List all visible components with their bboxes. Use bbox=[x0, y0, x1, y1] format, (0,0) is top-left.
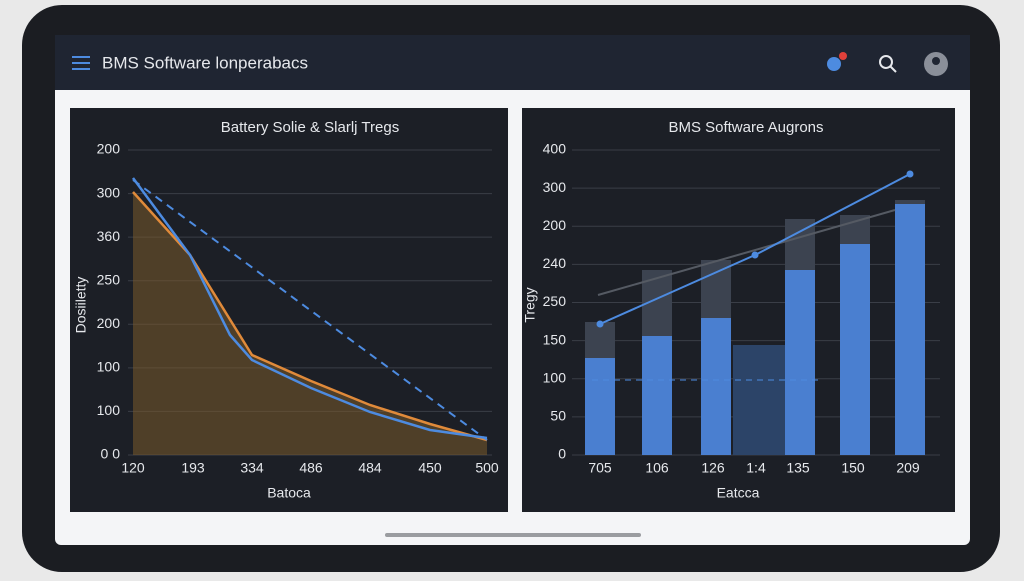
x-tick-label: 486 bbox=[299, 460, 323, 476]
y-tick-label: 100 bbox=[543, 369, 567, 385]
y-tick-label: 250 bbox=[97, 271, 121, 287]
y-tick-label: 0 bbox=[558, 446, 566, 462]
trend-line bbox=[597, 209, 896, 296]
menu-icon[interactable] bbox=[72, 56, 90, 70]
x-tick-label: 126 bbox=[701, 460, 725, 476]
dashed-line bbox=[132, 179, 488, 441]
x-tick-label: 484 bbox=[358, 460, 382, 476]
x-tick-label: 150 bbox=[841, 460, 865, 476]
y-tick-label: 150 bbox=[543, 331, 567, 347]
y-axis-label: Tregy bbox=[522, 287, 538, 322]
y-tick-label: 360 bbox=[97, 228, 121, 244]
header-title: BMS Software lonperabacs bbox=[102, 53, 308, 72]
y-tick-label: 200 bbox=[543, 217, 567, 233]
x-tick-label: 209 bbox=[896, 460, 920, 476]
area-fill bbox=[133, 192, 487, 455]
y-tick-label: 400 bbox=[543, 141, 567, 157]
notification-icon[interactable] bbox=[827, 52, 847, 71]
y-tick-label: 200 bbox=[97, 141, 121, 157]
x-tick-label: 450 bbox=[418, 460, 442, 476]
y-tick-label: 100 bbox=[97, 402, 121, 418]
y-tick-label: 300 bbox=[97, 184, 121, 200]
x-axis-label: Eatcca bbox=[717, 485, 760, 501]
search-icon[interactable] bbox=[879, 55, 897, 73]
x-tick-label: 1:4 bbox=[746, 460, 766, 476]
bars bbox=[585, 200, 925, 455]
y-tick-label: 200 bbox=[97, 315, 121, 331]
home-indicator bbox=[385, 533, 641, 537]
panel-title: Battery Solie & Slarlj Tregs bbox=[221, 119, 399, 136]
x-tick-label: 500 bbox=[475, 460, 499, 476]
y-tick-label: 240 bbox=[543, 255, 567, 271]
x-tick-label: 135 bbox=[786, 460, 810, 476]
avatar[interactable] bbox=[924, 52, 948, 76]
y-tick-label: 250 bbox=[543, 293, 567, 309]
x-tick-label: 106 bbox=[645, 460, 669, 476]
y-tick-label: 50 bbox=[550, 408, 566, 424]
x-tick-label: 193 bbox=[181, 460, 205, 476]
x-tick-label: 120 bbox=[121, 460, 145, 476]
x-tick-label: 705 bbox=[588, 460, 612, 476]
line bbox=[131, 177, 488, 440]
x-tick-label: 334 bbox=[240, 460, 264, 476]
y-axis-label: Dosiiletty bbox=[73, 277, 89, 334]
y-tick-label: 300 bbox=[543, 179, 567, 195]
header-bar bbox=[55, 35, 970, 90]
y-tick-label: 0 0 bbox=[101, 446, 121, 462]
y-tick-label: 100 bbox=[97, 359, 121, 375]
x-axis-label: Batoca bbox=[267, 485, 311, 501]
panel-title: BMS Software Augrons bbox=[668, 119, 823, 136]
